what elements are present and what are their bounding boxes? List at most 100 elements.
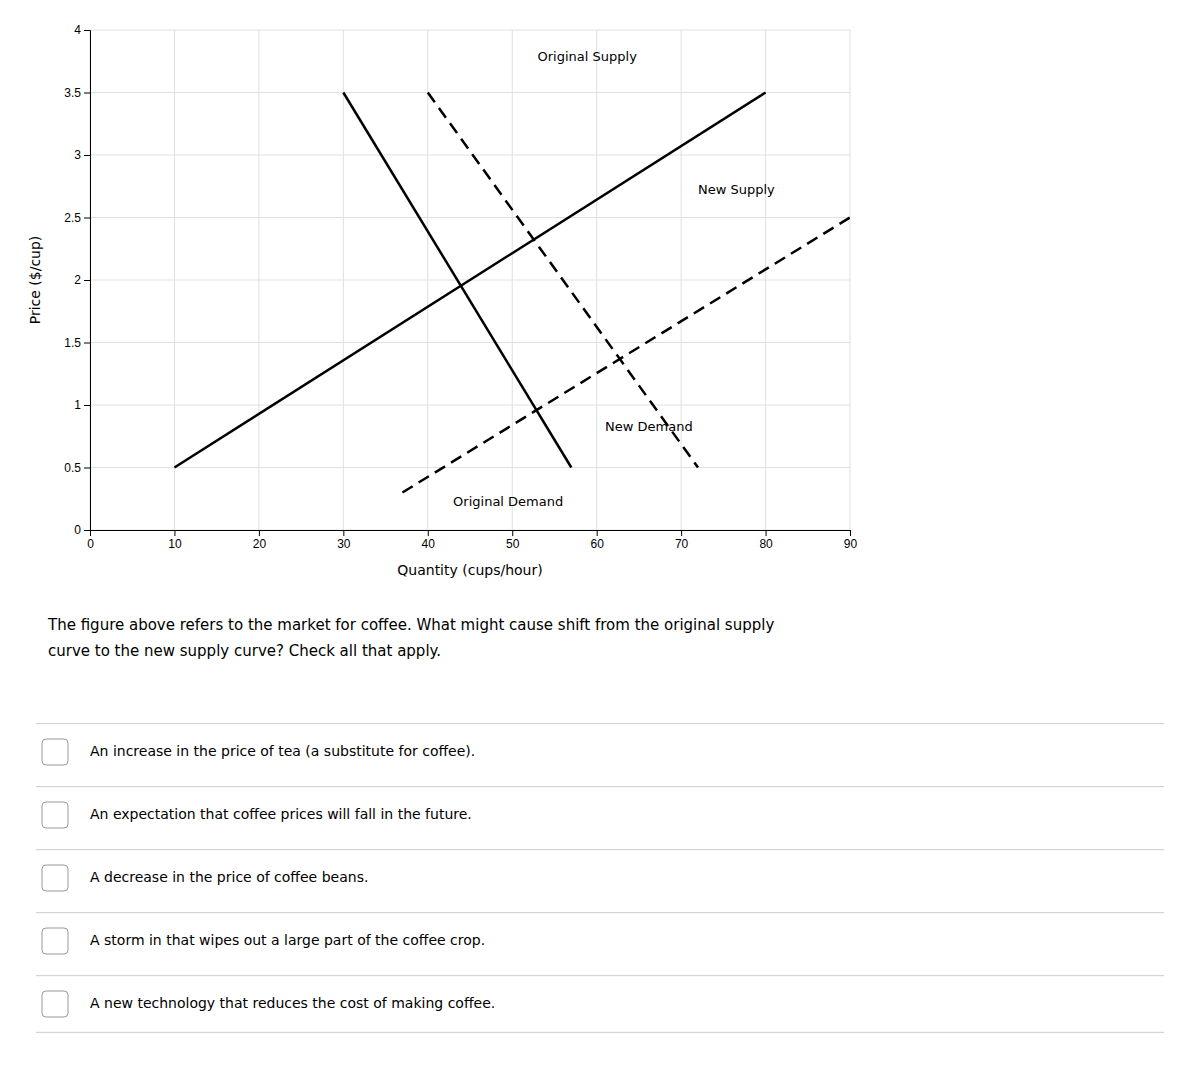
tick-mark — [174, 530, 175, 536]
tick: 2 — [74, 273, 90, 287]
tick-label: 0 — [74, 523, 81, 537]
curve-label: New Supply — [698, 182, 775, 197]
tick: 3.5 — [64, 86, 90, 100]
tick-label: 10 — [168, 537, 182, 551]
tick-label: 1.5 — [64, 336, 81, 350]
x-axis: 0 10 20 30 40 50 60 70 80 90 — [87, 530, 857, 551]
answer-options: An increase in the price of tea (a subst… — [36, 724, 1164, 1033]
curve-label: Original Demand — [453, 494, 563, 509]
curve — [174, 93, 765, 468]
tick-label: 30 — [337, 537, 351, 551]
page: 0 10 20 30 40 50 60 70 80 90 0 0.5 1 1.5 2 2.5 3 3.5 4 Quan… — [0, 0, 1200, 1082]
curve — [343, 93, 571, 468]
separator — [36, 912, 1164, 913]
tick: 0.5 — [64, 461, 90, 475]
tick-mark — [597, 530, 598, 536]
tick-label: 50 — [506, 537, 520, 551]
tick-mark — [259, 530, 260, 536]
tick-mark — [84, 468, 90, 469]
tick-mark — [84, 218, 90, 219]
grid — [90, 30, 850, 530]
tick: 0 — [87, 530, 94, 551]
tick: 10 — [168, 530, 182, 551]
grid-line — [90, 155, 850, 156]
tick: 20 — [253, 530, 267, 551]
y-axis: 0 0.5 1 1.5 2 2.5 3 3.5 4 — [64, 23, 90, 537]
tick-mark — [512, 530, 513, 536]
tick-label: 60 — [590, 537, 604, 551]
checkbox[interactable] — [42, 928, 68, 954]
curve-label: Original Supply — [538, 49, 638, 64]
tick-label: 2.5 — [64, 211, 81, 225]
curve — [402, 218, 850, 493]
tick-label: 70 — [675, 537, 689, 551]
tick-mark — [428, 530, 429, 536]
option-text: A decrease in the price of coffee beans. — [90, 869, 368, 885]
tick-mark — [84, 405, 90, 406]
axis-line — [91, 531, 851, 537]
tick-label: 20 — [253, 537, 267, 551]
tick: 70 — [675, 530, 689, 551]
tick-mark — [84, 93, 90, 94]
tick-label: 3 — [74, 148, 81, 162]
option-text: A storm in that wipes out a large part o… — [90, 932, 485, 948]
tick: 30 — [337, 530, 351, 551]
grid-line — [90, 30, 850, 31]
tick-label: 4 — [74, 23, 81, 37]
grid-line — [90, 467, 850, 468]
tick-label: 2 — [74, 273, 81, 287]
separator — [36, 786, 1164, 787]
curve-label: New Demand — [605, 419, 693, 434]
question-line: The figure above refers to the market fo… — [47, 616, 774, 634]
grid-line — [90, 405, 850, 406]
tick: 60 — [590, 530, 604, 551]
tick-mark — [84, 30, 90, 31]
checkbox[interactable] — [42, 865, 68, 891]
y-axis-title: Price ($/cup) — [27, 236, 43, 325]
tick: 1 — [74, 398, 90, 412]
tick-mark — [84, 280, 90, 281]
separator — [36, 975, 1164, 976]
tick: 4 — [74, 23, 90, 37]
tick-label: 0.5 — [64, 461, 81, 475]
question-line: curve to the new supply curve? Check all… — [48, 642, 441, 660]
tick: 80 — [759, 530, 773, 551]
annotations: Original Supply New Supply Original Demand… — [453, 49, 775, 509]
tick: 3 — [74, 148, 90, 162]
separator — [36, 723, 1164, 724]
tick: 90 — [844, 530, 858, 551]
tick-label: 80 — [759, 537, 773, 551]
chart: 0 10 20 30 40 50 60 70 80 90 0 0.5 1 1.5 2 2.5 3 3.5 4 Quan… — [27, 23, 857, 578]
tick: 40 — [422, 530, 436, 551]
axis-line — [84, 31, 91, 531]
grid-line — [90, 92, 850, 93]
tick: 1.5 — [64, 336, 90, 350]
tick-mark — [84, 530, 90, 531]
tick-mark — [84, 343, 90, 344]
tick-label: 90 — [844, 537, 858, 551]
option-text: An expectation that coffee prices will f… — [90, 806, 472, 822]
tick-label: 0 — [87, 537, 94, 551]
tick: 50 — [506, 530, 520, 551]
tick-mark — [766, 530, 767, 536]
checkbox[interactable] — [42, 739, 68, 765]
option-text: An increase in the price of tea (a subst… — [90, 743, 475, 759]
tick-mark — [850, 530, 851, 536]
x-axis-title: Quantity (cups/hour) — [397, 562, 542, 578]
checkbox[interactable] — [42, 991, 68, 1017]
tick: 2.5 — [64, 211, 90, 225]
option-text: A new technology that reduces the cost o… — [90, 995, 495, 1011]
question: The figure above refers to the market fo… — [47, 616, 774, 660]
separator — [36, 849, 1164, 850]
tick-mark — [681, 530, 682, 536]
tick-label: 40 — [422, 537, 436, 551]
lines — [174, 93, 850, 493]
tick-mark — [343, 530, 344, 536]
tick-label: 1 — [74, 398, 81, 412]
tick-mark — [84, 155, 90, 156]
tick: 0 — [74, 523, 90, 537]
separator — [36, 1032, 1164, 1033]
grid-line — [90, 342, 850, 343]
tick-label: 3.5 — [64, 86, 81, 100]
checkbox[interactable] — [42, 802, 68, 828]
